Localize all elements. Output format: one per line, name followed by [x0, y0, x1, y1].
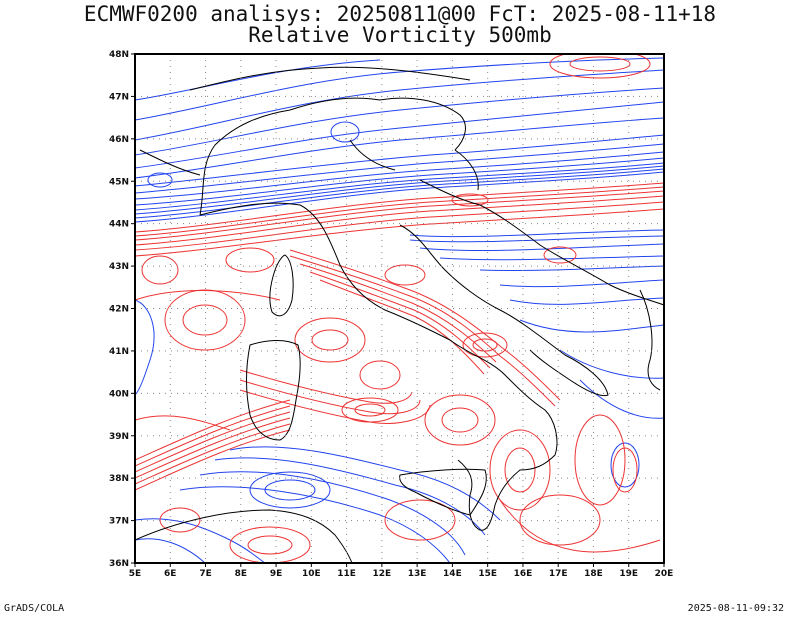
lat-tick-label: 42N: [109, 305, 129, 315]
lon-tick-label: 19E: [619, 569, 638, 579]
longitude-axis: 5E 6E 7E 8E 9E 10E 11E 12E 13E 14E 15E 16E 17E 18E 19E…: [129, 563, 674, 579]
lon-tick-label: 17E: [549, 569, 568, 579]
title-line-2: Relative Vorticity 500mb: [248, 23, 552, 47]
latitude-axis: 48N 47N 46N 45N 44N 43N 42N 41N 40N 39N 38N 37N 36N: [109, 50, 135, 569]
coastlines: [135, 66, 664, 563]
lat-tick-label: 45N: [109, 177, 129, 187]
lon-tick-label: 12E: [373, 569, 392, 579]
lon-tick-label: 6E: [164, 569, 176, 579]
lon-tick-label: 7E: [199, 569, 211, 579]
lon-tick-label: 8E: [235, 569, 247, 579]
lat-tick-label: 48N: [109, 50, 129, 60]
lat-tick-label: 40N: [109, 389, 129, 399]
title-line-1: ECMWF0200 analisys: 20250811@00 FcT: 202…: [83, 2, 717, 26]
contour-layer: [135, 54, 664, 563]
lon-tick-label: 9E: [270, 569, 282, 579]
lat-tick-label: 44N: [109, 220, 129, 230]
lon-tick-label: 14E: [443, 569, 462, 579]
lat-tick-label: 43N: [109, 262, 129, 272]
lon-tick-label: 13E: [408, 569, 427, 579]
lat-tick-label: 46N: [109, 135, 129, 145]
lat-tick-label: 36N: [109, 559, 129, 569]
credit-label: GrADS/COLA: [4, 603, 65, 614]
timestamp-label: 2025-08-11-09:32: [687, 603, 784, 614]
lat-tick-label: 47N: [109, 92, 129, 102]
lat-tick-label: 37N: [109, 517, 129, 527]
lon-tick-label: 18E: [584, 569, 603, 579]
lon-tick-label: 5E: [129, 569, 141, 579]
lon-tick-label: 16E: [514, 569, 533, 579]
lon-tick-label: 20E: [655, 569, 674, 579]
lat-tick-label: 39N: [109, 432, 129, 442]
negative-contours: [135, 57, 664, 563]
lon-tick-label: 10E: [302, 569, 321, 579]
lat-tick-label: 41N: [109, 347, 129, 357]
lat-tick-label: 38N: [109, 474, 129, 484]
lon-tick-label: 11E: [337, 569, 356, 579]
gridlines: [135, 54, 664, 563]
lon-tick-label: 15E: [478, 569, 497, 579]
